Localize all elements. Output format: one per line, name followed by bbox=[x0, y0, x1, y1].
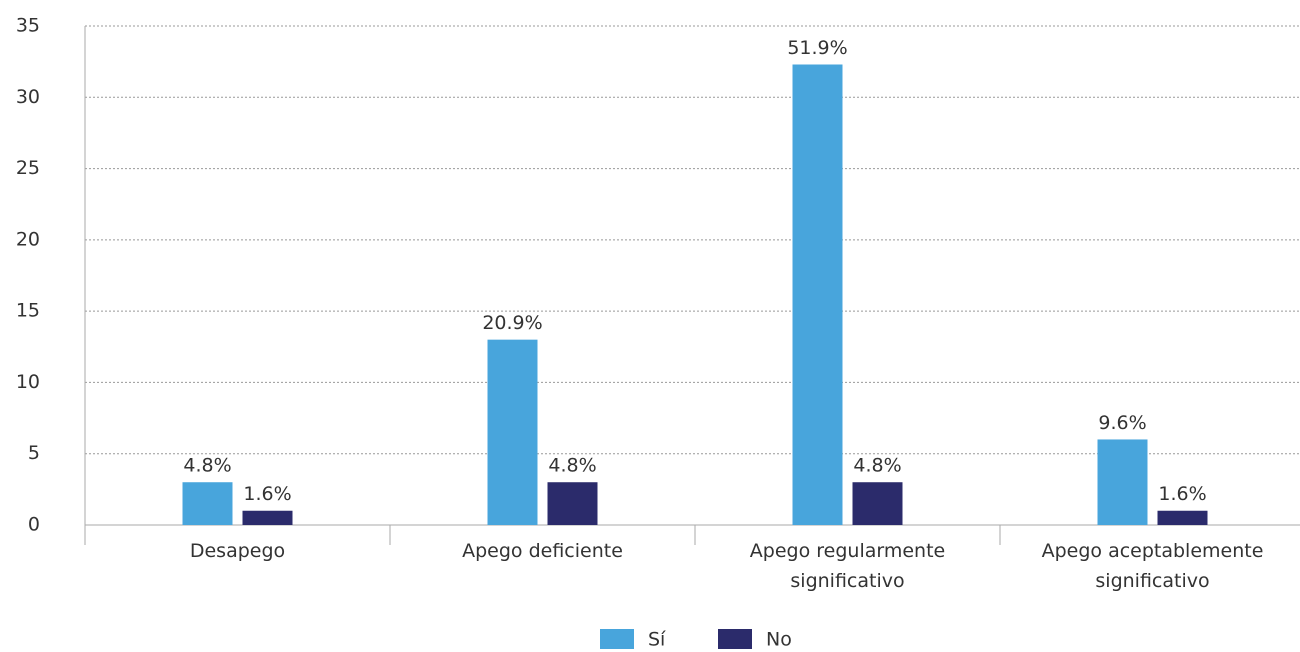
legend-swatch bbox=[600, 629, 634, 649]
y-tick-label: 10 bbox=[16, 371, 40, 393]
x-tick-label: Desapego bbox=[189, 540, 286, 562]
bar bbox=[852, 482, 903, 525]
data-label: 51.9% bbox=[787, 37, 847, 59]
data-label: 1.6% bbox=[1158, 483, 1206, 505]
y-tick-label: 35 bbox=[16, 15, 40, 37]
data-label: 9.6% bbox=[1098, 412, 1146, 434]
legend-label: Sí bbox=[648, 629, 666, 651]
data-label: 1.6% bbox=[243, 483, 291, 505]
bar bbox=[792, 64, 843, 525]
bar bbox=[242, 510, 293, 525]
y-tick-label: 20 bbox=[16, 228, 40, 250]
bar bbox=[487, 339, 538, 525]
bar bbox=[547, 482, 598, 525]
x-tick-label: Apego deficiente bbox=[462, 540, 623, 562]
legend-swatch bbox=[718, 629, 752, 649]
data-label: 4.8% bbox=[548, 455, 596, 477]
bar bbox=[1097, 439, 1148, 525]
y-tick-label: 15 bbox=[16, 300, 40, 322]
data-label: 4.8% bbox=[183, 455, 231, 477]
bar bbox=[182, 482, 233, 525]
x-tick-label: Apego regularmente significativo bbox=[749, 540, 946, 592]
bar bbox=[1157, 510, 1208, 525]
y-tick-label: 25 bbox=[16, 157, 40, 179]
data-label: 4.8% bbox=[853, 455, 901, 477]
y-tick-label: 5 bbox=[28, 442, 40, 464]
legend-label: No bbox=[766, 629, 792, 651]
y-tick-label: 0 bbox=[28, 514, 40, 536]
y-tick-label: 30 bbox=[16, 86, 40, 108]
x-tick-label: Apego aceptablemente significativo bbox=[1041, 540, 1264, 592]
data-label: 20.9% bbox=[482, 312, 542, 334]
